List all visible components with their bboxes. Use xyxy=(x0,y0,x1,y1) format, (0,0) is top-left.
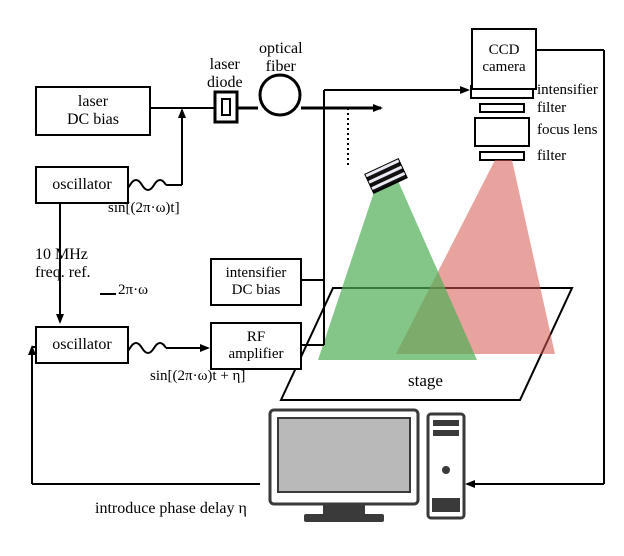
sin1-label: sin[(2π·ω)t] xyxy=(108,200,180,217)
oscillator-2-box: oscillator xyxy=(35,326,129,364)
phase-delay-label: introduce phase delay η xyxy=(95,500,247,518)
rf-amplifier-box: RFamplifier xyxy=(210,322,302,370)
freq-ref-label: 10 MHzfreq. ref. xyxy=(35,246,91,281)
laser-dc-bias-box: laserDC bias xyxy=(35,86,151,136)
filter1-label: filter xyxy=(537,100,566,117)
system-diagram: laserDC bias oscillator oscillator inten… xyxy=(0,0,624,556)
filter2-label: filter xyxy=(537,148,566,165)
stage-label: stage xyxy=(408,372,443,391)
focus-lens-label: focus lens xyxy=(537,122,597,139)
intensifier-label: intensifier xyxy=(537,82,598,99)
ccd-camera-box: CCDcamera xyxy=(471,28,537,90)
sin2-label: sin[(2π·ω)t + η] xyxy=(150,368,245,385)
laser-diode-label: laserdiode xyxy=(207,56,243,91)
sin-freq-term: 2π·ω xyxy=(118,282,148,299)
intensifier-dc-bias-box: intensifierDC bias xyxy=(210,258,302,306)
optical-fiber-label: opticalfiber xyxy=(259,40,303,75)
oscillator-1-box: oscillator xyxy=(35,166,129,204)
